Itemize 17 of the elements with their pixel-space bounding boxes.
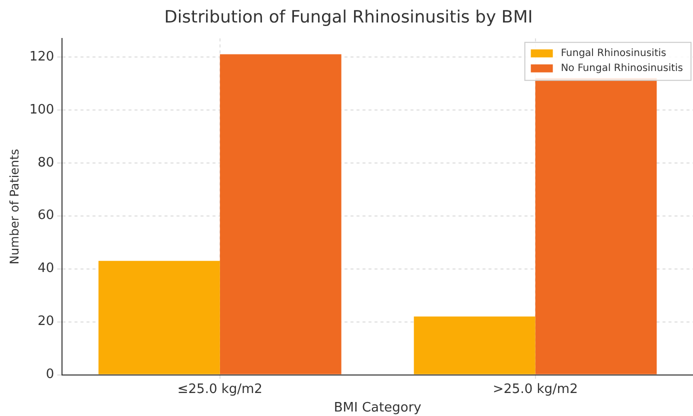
bar	[220, 54, 342, 374]
y-tick-label: 60	[38, 208, 54, 224]
y-tick-label: 0	[46, 367, 54, 382]
x-tick-label: >25.0 kg/m2	[492, 382, 578, 397]
y-axis-title: Number of Patients	[7, 148, 22, 264]
y-tick-label: 100	[29, 102, 54, 118]
y-tick-label: 40	[38, 261, 54, 276]
y-tick-label: 120	[29, 49, 54, 64]
x-axis-title: BMI Category	[334, 400, 422, 416]
chart-title: Distribution of Fungal Rhinosinusitis by BMI	[164, 8, 533, 28]
bar	[98, 260, 220, 374]
legend-label: No Fungal Rhinosinusitis	[560, 62, 684, 74]
y-tick-label: 20	[38, 314, 54, 330]
x-tick-label: ≤25.0 kg/m2	[177, 382, 262, 397]
y-tick-label: 80	[38, 155, 54, 170]
bar	[414, 316, 536, 374]
legend-label: Fungal Rhinosinusitis	[560, 48, 666, 59]
